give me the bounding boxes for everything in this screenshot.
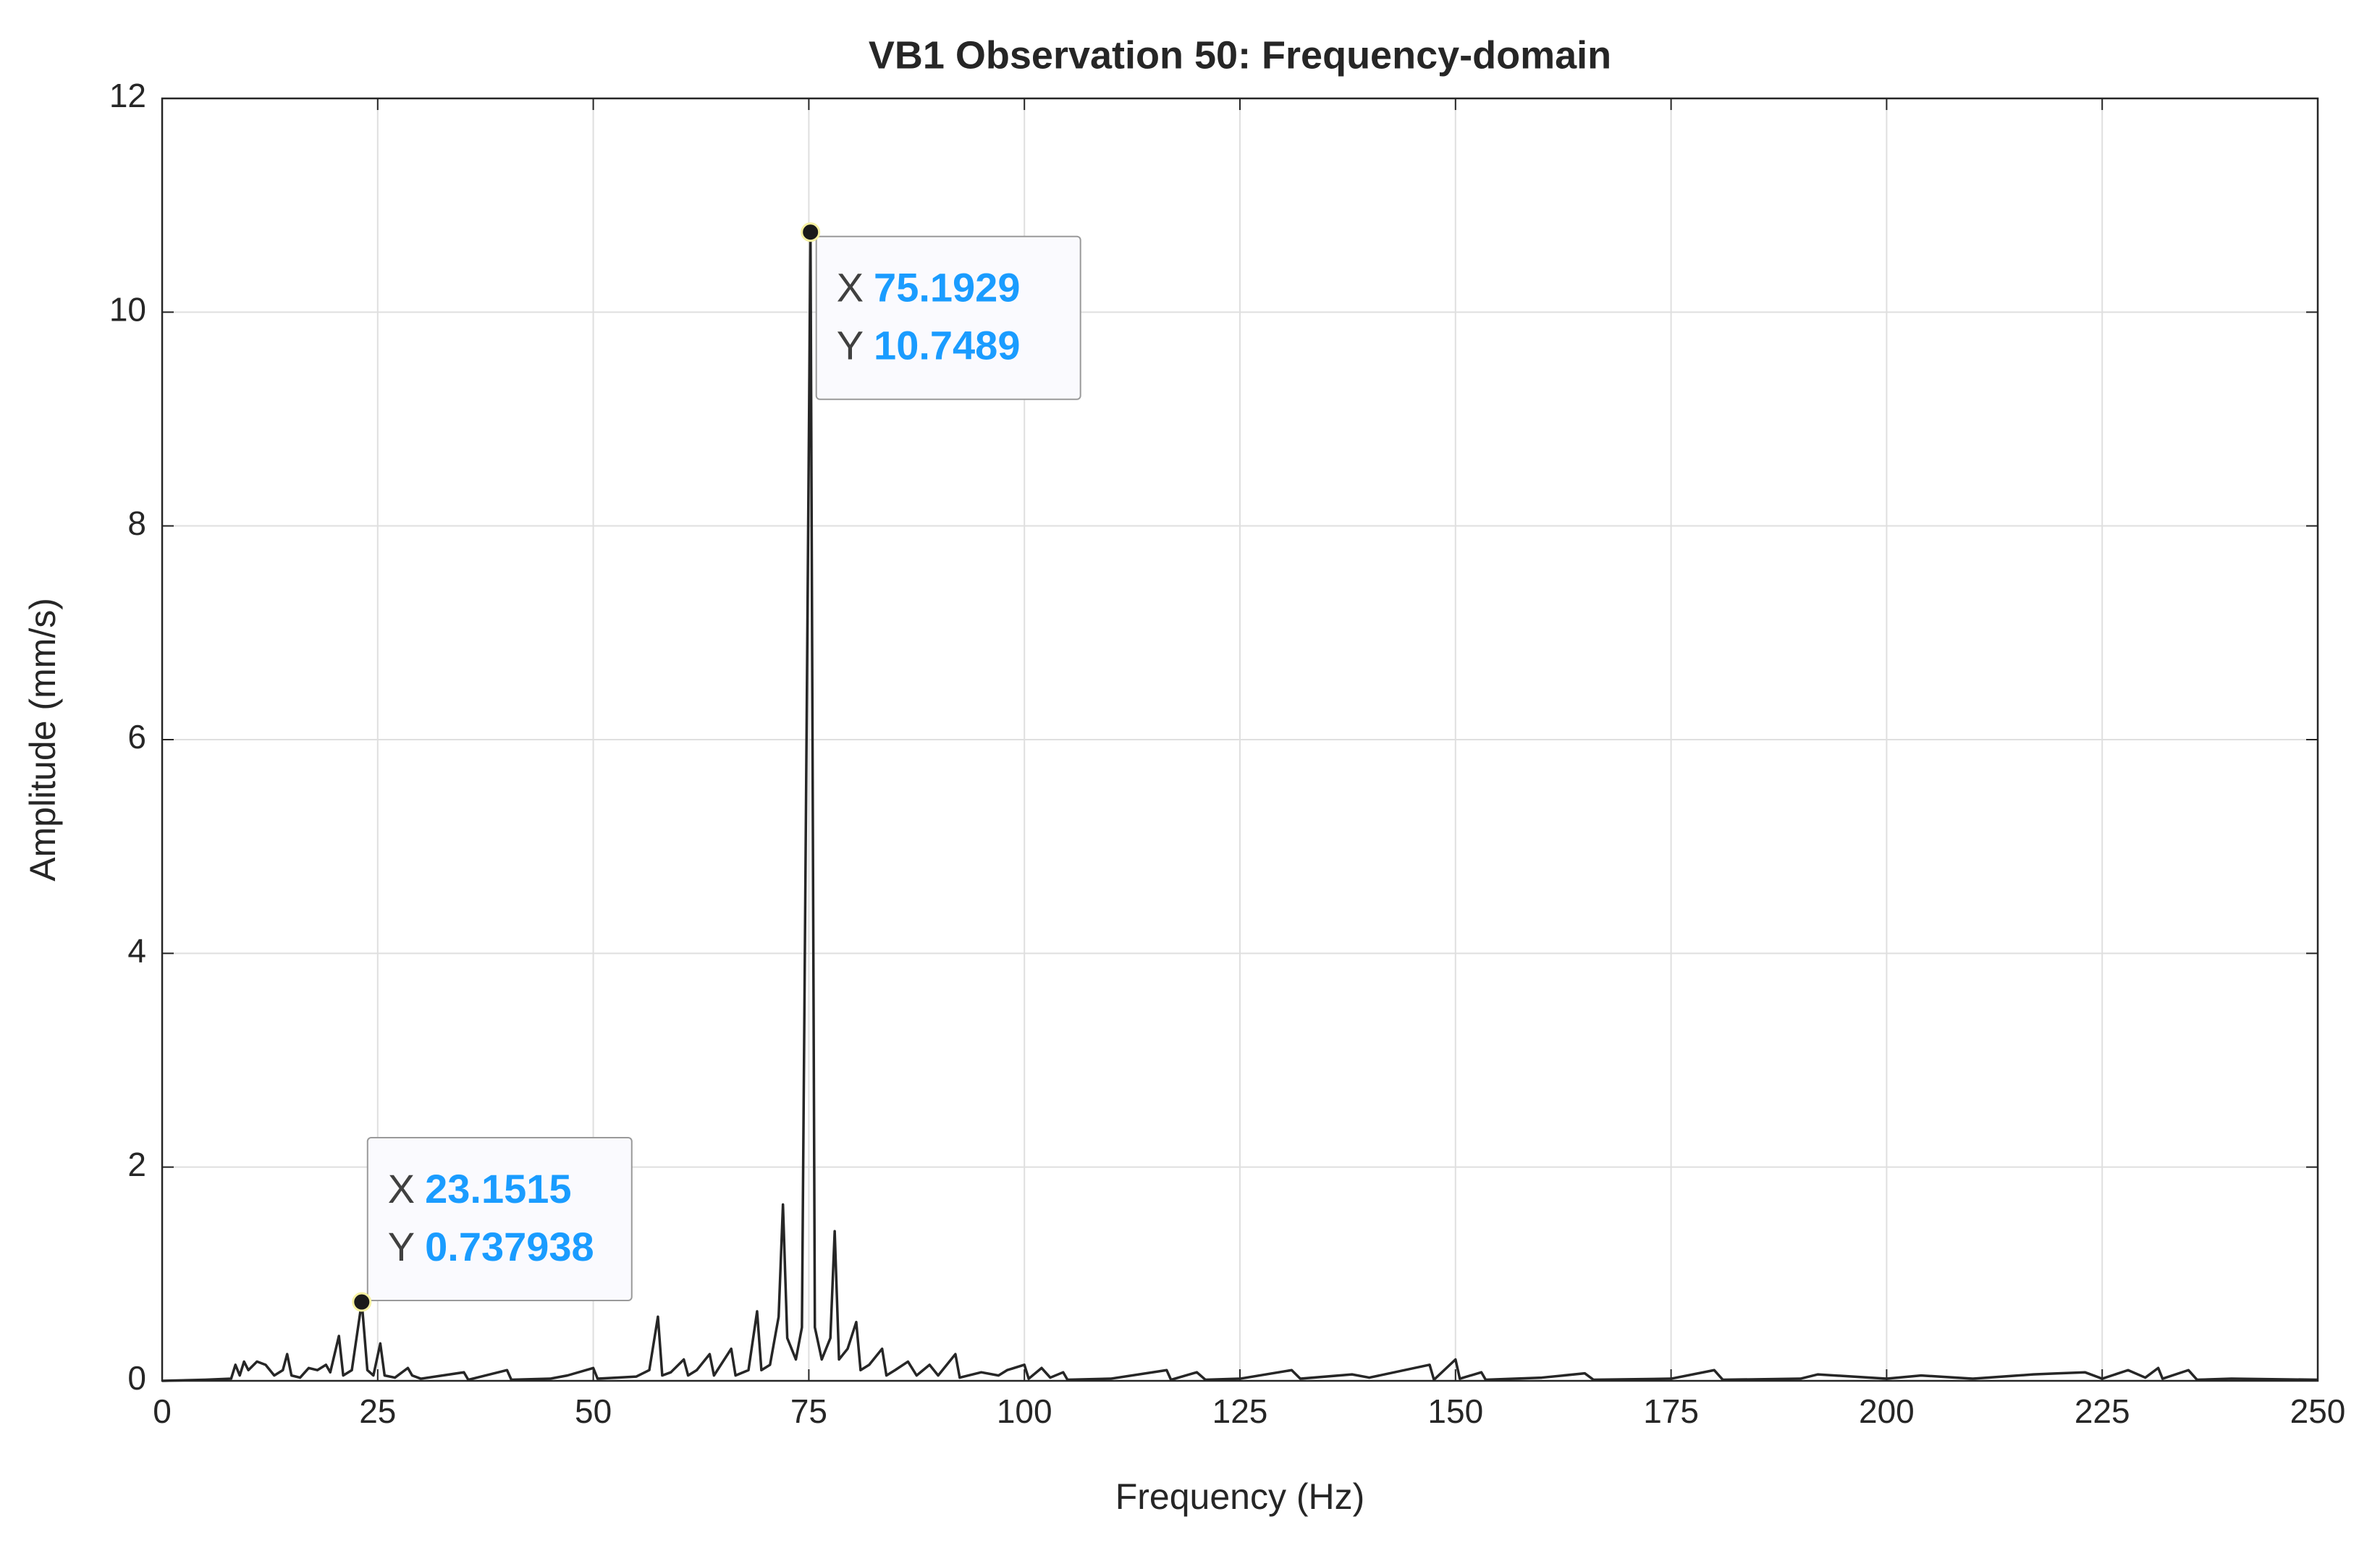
y-tick-label: 12: [109, 77, 146, 114]
datatip-x-value: 75.1929: [874, 265, 1020, 310]
datatip-y: Y 0.737938: [388, 1224, 594, 1269]
x-tick-label: 250: [2290, 1392, 2346, 1430]
chart-title: VB1 Observation 50: Frequency-domain: [869, 33, 1611, 77]
x-tick-label: 50: [575, 1392, 612, 1430]
datatip-x-value: 23.1515: [425, 1166, 571, 1211]
datatip-y-value: 10.7489: [874, 323, 1020, 368]
datatip-y-label: Y: [388, 1224, 415, 1269]
datatip-box: [815, 235, 1081, 400]
datatip-x: X 23.1515: [388, 1166, 572, 1211]
y-tick-label: 8: [127, 504, 146, 542]
x-tick-label: 100: [997, 1392, 1052, 1430]
datatip-marker: [801, 222, 821, 242]
y-tick-label: 2: [127, 1146, 146, 1183]
x-tick-label: 0: [153, 1392, 172, 1430]
datatip-x: X 75.1929: [837, 265, 1021, 310]
y-tick-label: 0: [127, 1359, 146, 1397]
y-axis-label: Amplitude (mm/s): [22, 598, 63, 881]
x-tick-label: 200: [1859, 1392, 1915, 1430]
y-tick-label: 10: [109, 290, 146, 328]
datatip-marker: [352, 1292, 372, 1312]
datatip-y-value: 0.737938: [425, 1224, 594, 1269]
datatip-x-label: X: [837, 265, 864, 310]
datatip-y: Y 10.7489: [837, 323, 1021, 368]
y-tick-label: 6: [127, 718, 146, 756]
datatip-y-label: Y: [837, 323, 864, 368]
x-tick-label: 225: [2075, 1392, 2130, 1430]
x-tick-label: 75: [790, 1392, 827, 1430]
x-tick-label: 25: [359, 1392, 396, 1430]
plot-frame: [161, 97, 2319, 1382]
x-tick-label: 125: [1212, 1392, 1268, 1430]
datatip-x-label: X: [388, 1166, 415, 1211]
x-tick-label: 150: [1427, 1392, 1483, 1430]
y-tick-label: 4: [127, 931, 146, 969]
x-axis-label: Frequency (Hz): [1115, 1476, 1365, 1517]
spectrum-line: [161, 231, 2318, 1382]
x-tick-label: 175: [1643, 1392, 1699, 1430]
datatip-box: [366, 1137, 633, 1302]
